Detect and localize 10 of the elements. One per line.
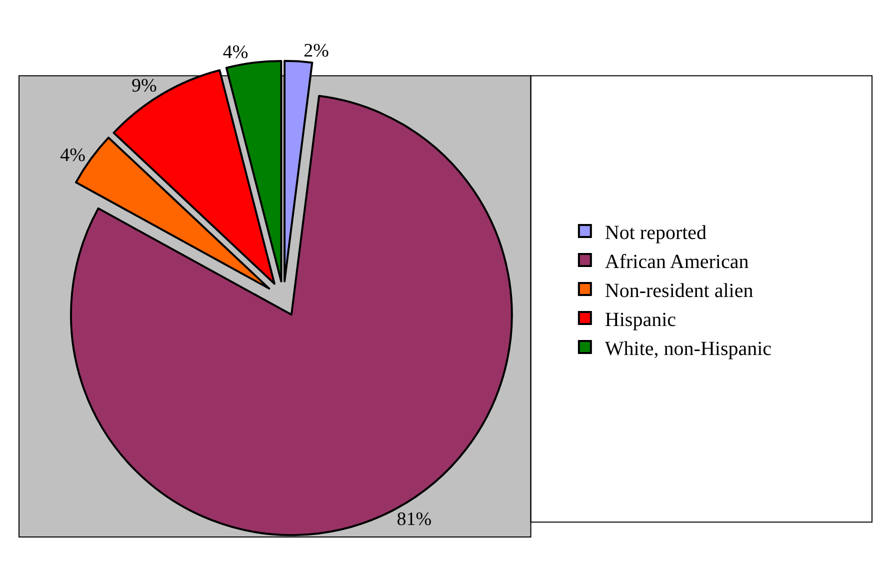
legend-label: White, non-Hispanic	[604, 338, 772, 360]
data-label: 81%	[396, 508, 432, 530]
legend-label: Hispanic	[604, 308, 676, 331]
data-label: 4%	[222, 42, 248, 63]
legend-label: African American	[604, 250, 749, 273]
legend-label: Not reported	[604, 222, 707, 244]
data-label: 4%	[60, 144, 86, 166]
data-label: 2%	[304, 40, 330, 62]
legend-label: Non-resident alien	[604, 280, 754, 302]
data-label: 9%	[131, 76, 157, 97]
